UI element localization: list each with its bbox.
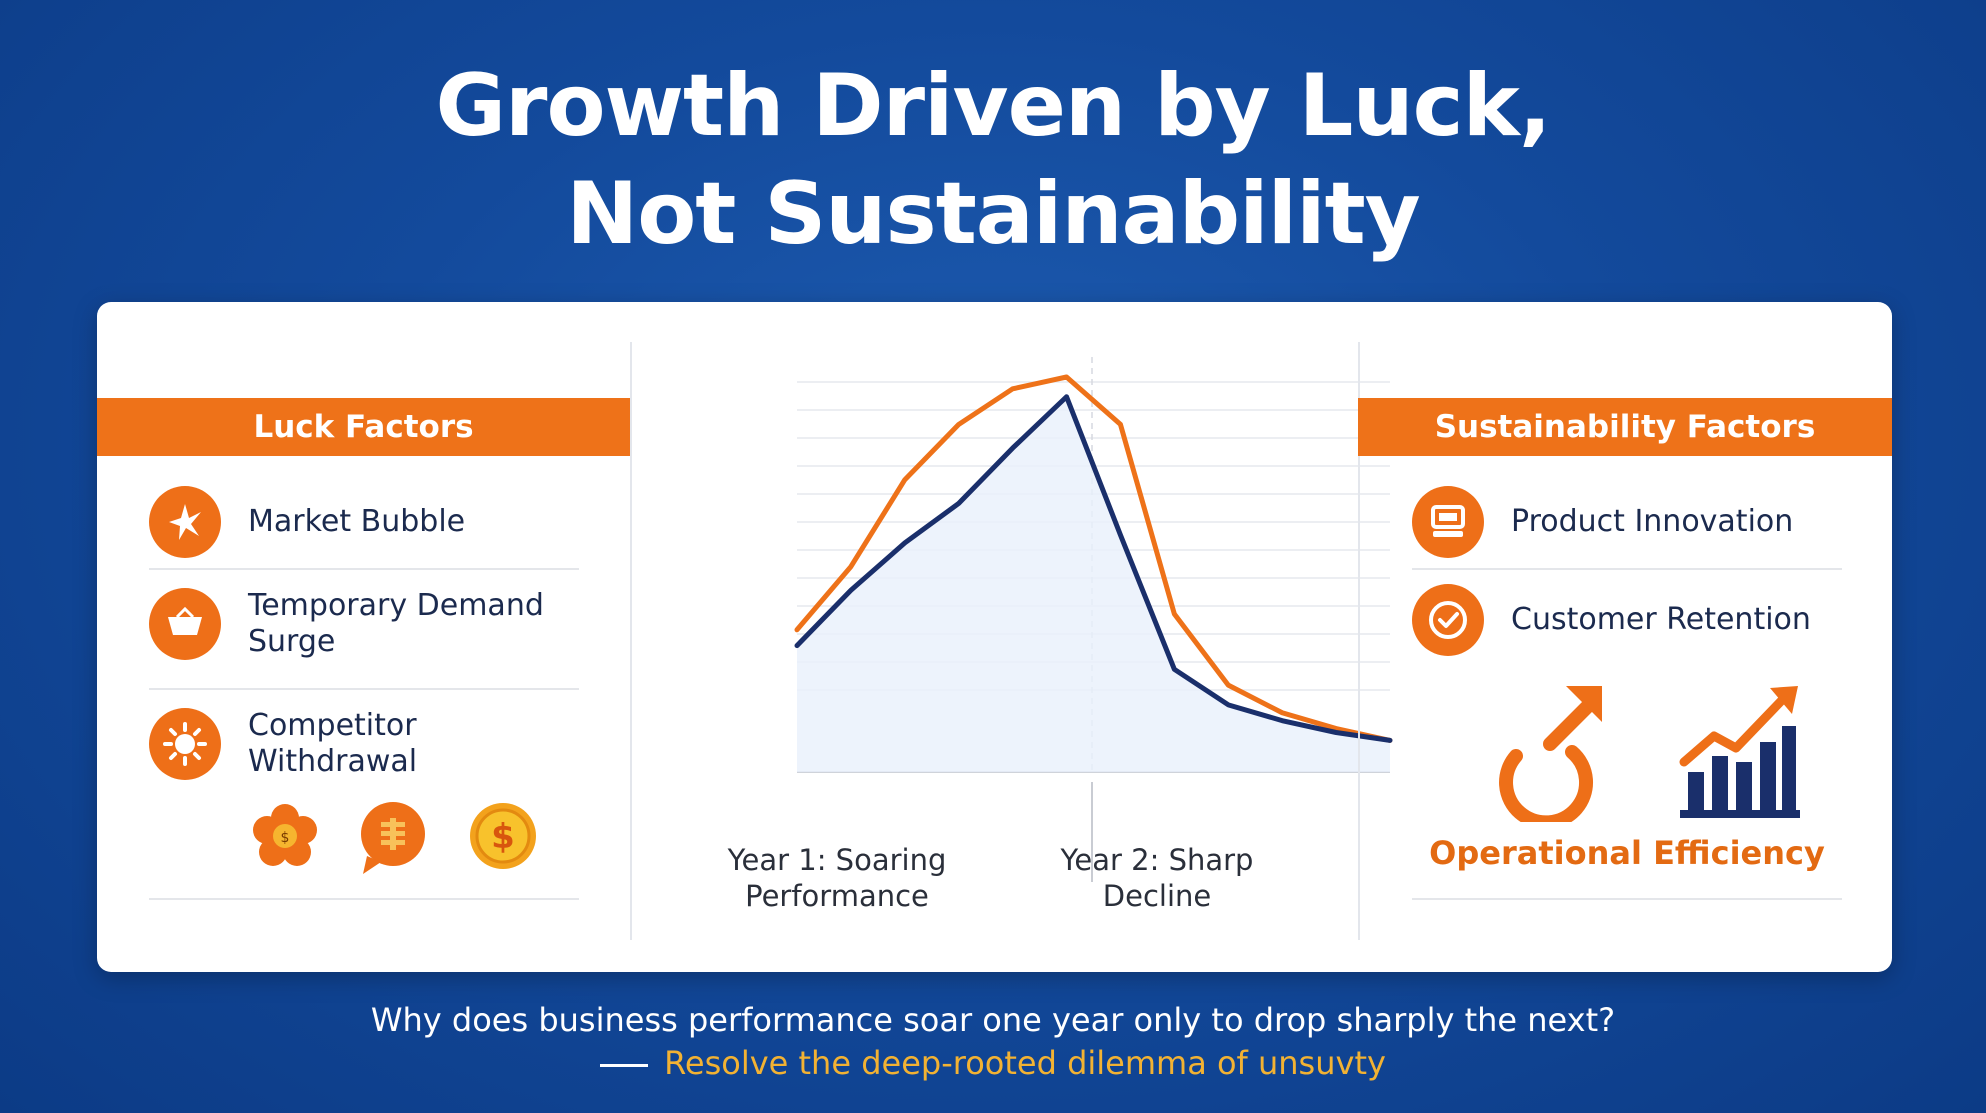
monitor-stack-icon <box>1412 486 1484 558</box>
column-divider <box>630 342 632 940</box>
cart-basket-icon <box>149 588 221 660</box>
cycle-arrow-icon <box>1480 682 1610 830</box>
question-text: Why does business performance soar one y… <box>370 1001 1616 1039</box>
sun-gear-icon <box>149 708 221 780</box>
growth-bar-chart-icon <box>1674 682 1804 826</box>
sustain-item-label: Customer Retention <box>1511 602 1811 637</box>
luck-item-demand-surge: Temporary Demand Surge <box>149 588 558 660</box>
subline: Resolve the deep-rooted dilemma of unsuv… <box>0 1043 1986 1083</box>
series-line-navy <box>794 394 1393 743</box>
divider <box>149 568 579 570</box>
dash-mark <box>600 1063 649 1067</box>
title-line-1: Growth Driven by Luck, <box>435 56 1551 156</box>
series-line-orange <box>794 374 1393 743</box>
flower-coin-icon: $ <box>249 800 321 876</box>
svg-text:$: $ <box>491 817 515 857</box>
sustainability-factors-header: Sustainability Factors <box>1358 398 1892 456</box>
sustain-item-label: Product Innovation <box>1511 504 1794 539</box>
luck-factors-header: Luck Factors <box>97 398 630 456</box>
luck-item-label: Competitor Withdrawal <box>248 708 418 779</box>
divider <box>149 688 579 690</box>
subline-text: Resolve the deep-rooted dilemma of unsuv… <box>664 1044 1386 1082</box>
divider <box>1412 568 1842 570</box>
luck-item-label: Temporary Demand Surge <box>248 588 544 659</box>
x-label-year-2: Year 2: Sharp Decline <box>1060 843 1254 913</box>
main-card: Luck Factors Market Bubble Temporary Dem… <box>97 302 1892 972</box>
title-line-2: Not Sustainability <box>566 164 1421 264</box>
page-title: Growth Driven by Luck, Not Sustainabilit… <box>0 52 1986 268</box>
line-chart <box>794 357 1393 882</box>
column-divider <box>1358 342 1360 940</box>
sustain-item-product-innovation: Product Innovation <box>1412 486 1793 558</box>
x-label-year-1: Year 1: Soaring Performance <box>727 843 947 913</box>
dollar-coin-icon: $ <box>467 800 539 880</box>
sparkle-burst-icon <box>149 486 221 558</box>
sustain-item-customer-retention: Customer Retention <box>1412 584 1811 656</box>
luck-item-label: Market Bubble <box>248 504 466 539</box>
luck-item-market-bubble: Market Bubble <box>149 486 465 558</box>
divider <box>149 898 579 900</box>
area-fill <box>797 396 1390 772</box>
luck-item-competitor-withdrawal: Competitor Withdrawal <box>149 708 508 780</box>
chat-coin-icon <box>357 800 429 880</box>
check-circle-icon <box>1412 584 1484 656</box>
svg-text:$: $ <box>281 830 290 846</box>
operational-efficiency-label: Operational Efficiency <box>1429 834 1825 872</box>
divider <box>1412 898 1842 900</box>
